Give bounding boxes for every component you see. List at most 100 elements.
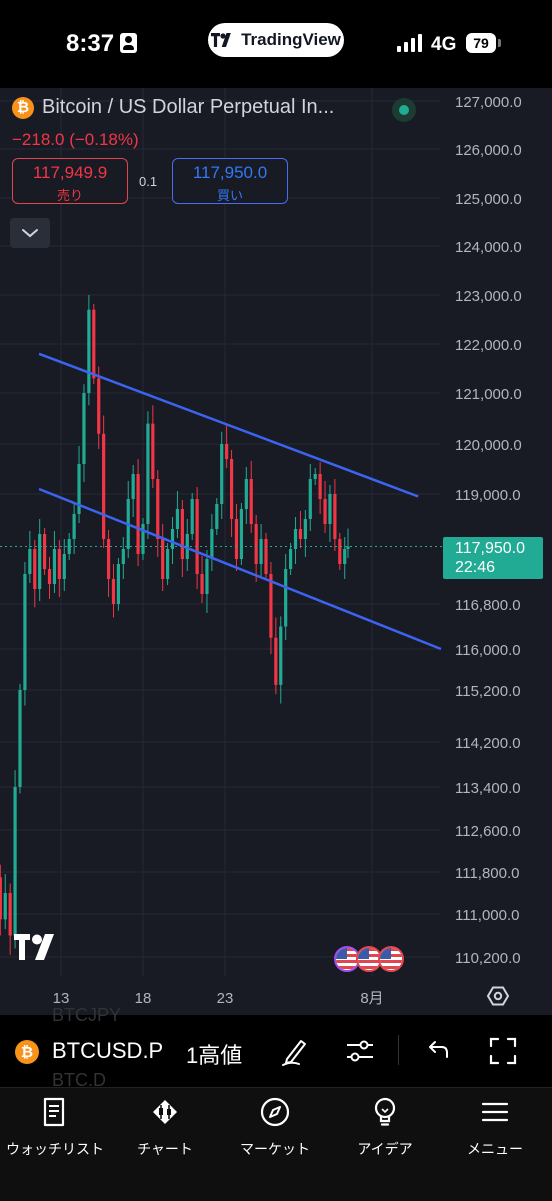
candle-body (259, 539, 263, 564)
symbol-name: Bitcoin / US Dollar Perpetual In... (42, 96, 335, 118)
y-axis-label: 119,000.0 (455, 487, 521, 504)
candle-body (52, 549, 57, 584)
candle-body (8, 893, 12, 936)
watchlist-icon (43, 1097, 65, 1127)
candle-body (141, 524, 145, 554)
buy-button[interactable]: 117,950.0 買い (172, 158, 288, 204)
candle-body (111, 579, 116, 604)
symbol-suggestion[interactable]: BTCJPY (52, 1005, 122, 1025)
candle-body (102, 433, 106, 539)
candle-body (313, 474, 317, 479)
nav-menu[interactable]: メニュー (440, 1096, 550, 1159)
us-flag-event-icon[interactable] (334, 946, 360, 972)
candle-body (234, 519, 239, 559)
candle-body (72, 514, 76, 539)
pen-icon[interactable] (279, 1035, 311, 1067)
symbol-suggestion[interactable]: BTC.D (52, 1070, 106, 1090)
candle-body (298, 529, 303, 539)
nav-markets[interactable]: マーケット (220, 1096, 330, 1159)
candle-body (33, 549, 37, 589)
indicators-icon[interactable] (344, 1035, 376, 1067)
y-axis-label: 120,000.0 (455, 437, 522, 454)
candle-body (131, 474, 135, 499)
nav-chart[interactable]: チャート (110, 1096, 220, 1159)
candle-body (161, 539, 165, 579)
candle-body (170, 529, 175, 549)
y-axis-label: 125,000.0 (455, 191, 522, 208)
tradingview-pill[interactable]: TradingView (208, 23, 344, 57)
candle-body (136, 474, 140, 554)
candle-body (18, 690, 22, 787)
price-chart[interactable]: 127,000.0 126,000.0 125,000.0 124,000.0 123,… (0, 88, 552, 1015)
y-axis-label: 114,200.0 (455, 735, 521, 752)
nav-label: アイデア (357, 1141, 413, 1157)
market-status-icon[interactable] (392, 98, 416, 122)
candle-body (338, 539, 342, 564)
candle-body (333, 494, 337, 539)
candle-body (3, 893, 7, 920)
candle-body (87, 309, 91, 393)
status-bar: 8:37 TradingView 4G 79 (0, 0, 552, 88)
nav-watchlist[interactable]: ウォッチリスト (0, 1096, 110, 1159)
candle-body (156, 479, 160, 539)
candle-body (293, 529, 298, 549)
current-price-value: 117,950.0 (455, 539, 525, 557)
buy-label: 買い (216, 188, 243, 203)
bitcoin-icon: ₿ (12, 96, 34, 119)
undo-icon[interactable] (422, 1035, 454, 1067)
candle-body (308, 479, 312, 519)
candle-body (166, 549, 170, 579)
y-axis-label: 110,200.0 (455, 950, 521, 967)
nav-label: メニュー (467, 1141, 523, 1157)
candle-body (254, 524, 258, 564)
y-axis-label: 116,800.0 (455, 597, 521, 614)
candle-body (289, 549, 293, 569)
chart-area[interactable]: 127,000.0 126,000.0 125,000.0 124,000.0 123,… (0, 88, 552, 1015)
trendline (38, 352, 419, 498)
candle-body (62, 554, 66, 579)
chevron-down-icon (22, 229, 38, 238)
candle-body (185, 534, 189, 559)
candle-body (323, 499, 327, 524)
us-flag-event-icon[interactable] (356, 946, 382, 972)
sell-button[interactable]: 117,949.9 売り (12, 158, 128, 204)
candle-body (38, 534, 42, 589)
candle-body (43, 534, 47, 569)
candle-body (264, 539, 268, 574)
interval-button[interactable]: 1高値 (186, 1043, 243, 1068)
scale-settings-icon[interactable] (486, 984, 510, 1008)
candle-body (229, 459, 234, 519)
chart-icon (153, 1100, 177, 1124)
candle-body (269, 574, 273, 638)
symbol-header[interactable]: ₿ Bitcoin / US Dollar Perpetual In... (12, 96, 334, 119)
candle-body (303, 519, 307, 539)
candle-body (249, 479, 253, 524)
trendline (38, 487, 442, 651)
y-axis-label: 115,200.0 (455, 683, 521, 700)
buy-price: 117,950.0 (192, 163, 268, 182)
fullscreen-icon[interactable] (487, 1035, 519, 1067)
nav-label: チャート (137, 1141, 193, 1157)
y-axis-label: 126,000.0 (455, 142, 522, 159)
candle-body (92, 309, 96, 379)
candle-body (175, 509, 180, 529)
lightbulb-icon (374, 1097, 396, 1126)
tradingview-pill-label: TradingView (241, 30, 341, 49)
candle-body (225, 444, 229, 459)
candle-body (13, 787, 17, 936)
candle-body (318, 474, 322, 499)
candle-body (274, 637, 278, 685)
candle-body (121, 549, 125, 564)
us-flag-event-icon[interactable] (378, 946, 404, 972)
candle-body (151, 423, 155, 479)
person-icon (120, 33, 137, 53)
nav-ideas[interactable]: アイデア (330, 1096, 440, 1159)
collapse-button[interactable] (10, 218, 50, 248)
symbol-button[interactable]: BTCUSD.P (52, 1038, 164, 1063)
candle-countdown: 22:46 (455, 558, 496, 576)
x-axis-label: 13 (53, 990, 70, 1007)
candle-body (205, 559, 209, 594)
candle-body (180, 509, 184, 559)
y-axis-label: 113,400.0 (455, 780, 521, 797)
y-axis-label: 111,800.0 (455, 865, 520, 882)
